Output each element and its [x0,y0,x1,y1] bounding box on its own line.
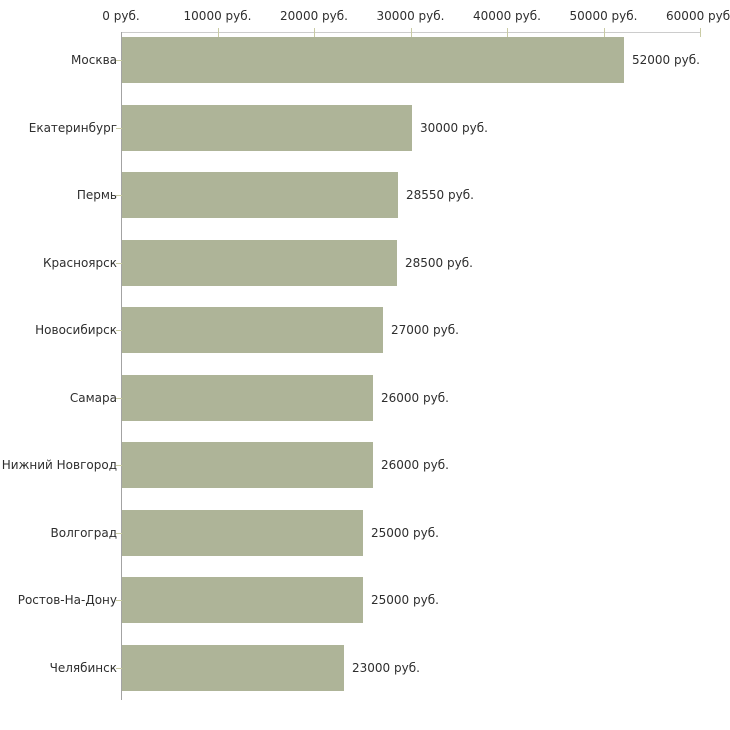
category-label: Красноярск [43,255,117,270]
bar [122,374,373,421]
x-axis-tick [217,28,219,37]
x-axis-tick-label: 30000 руб. [376,9,445,23]
y-axis-tick [116,532,122,534]
value-label: 30000 руб. [420,120,488,135]
value-label: 28550 руб. [406,188,474,202]
x-axis-tick [410,28,412,37]
y-axis-tick [116,262,122,264]
x-axis-tick [314,28,315,37]
category-label: Ростов-На-Дону [17,593,117,607]
bar [122,172,398,218]
bar [122,239,397,286]
bar [122,307,383,353]
bar [122,37,624,83]
value-label: 27000 руб. [391,323,459,337]
category-label: Пермь [76,188,117,202]
category-label: Москва [71,53,117,67]
value-label: 25000 руб. [371,525,439,540]
value-label: 52000 руб. [632,53,700,67]
y-axis-tick [116,330,122,331]
y-axis-tick [116,600,122,601]
value-label: 23000 руб. [352,660,420,675]
x-axis-tick-label: 0 руб. [102,9,140,23]
x-axis-tick-label: 50000 руб. [569,9,638,23]
y-axis-line [121,32,122,700]
bar [122,577,363,623]
bar [122,442,373,488]
x-axis-tick-label: 20000 руб. [280,9,348,23]
category-label: Самара [69,390,117,405]
x-axis-tick-label: 40000 руб. [473,9,541,23]
y-axis-tick [116,667,122,669]
bar [122,104,412,151]
bar [122,644,344,691]
y-axis-tick [116,195,122,196]
category-label: Волгоград [50,525,117,540]
x-axis-tick [507,28,508,37]
category-label: Нижний Новгород [1,458,117,472]
value-label: 26000 руб. [381,458,449,472]
value-label: 25000 руб. [371,593,439,607]
y-axis-tick [116,127,122,129]
x-axis-tick [603,28,605,37]
value-label: 26000 руб. [381,390,449,405]
value-label: 28500 руб. [405,255,473,270]
x-axis-tick-label: 10000 руб. [183,9,252,23]
y-axis-tick [116,465,122,466]
bar [122,509,363,556]
category-label: Новосибирск [35,323,117,337]
y-axis-tick [116,397,122,399]
x-axis-tick-label: 60000 руб. [666,9,730,23]
category-label: Челябинск [49,660,117,675]
x-axis-tick [700,28,701,37]
y-axis-tick [116,60,122,61]
category-label: Екатеринбург [28,120,117,135]
